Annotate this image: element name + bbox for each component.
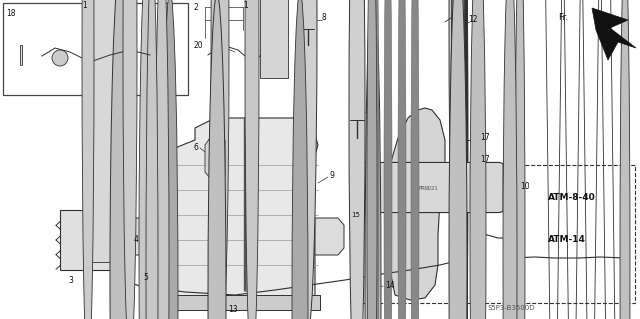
Polygon shape <box>385 108 445 300</box>
Ellipse shape <box>371 0 379 319</box>
FancyBboxPatch shape <box>20 45 22 65</box>
Ellipse shape <box>515 0 525 319</box>
Ellipse shape <box>139 0 157 319</box>
Text: 16: 16 <box>368 108 378 116</box>
Text: Fr.: Fr. <box>557 13 568 23</box>
Ellipse shape <box>292 0 308 319</box>
Ellipse shape <box>384 0 392 319</box>
Ellipse shape <box>82 0 94 319</box>
Text: 14: 14 <box>385 281 395 291</box>
Text: 9: 9 <box>330 170 335 180</box>
Ellipse shape <box>162 0 178 319</box>
Ellipse shape <box>349 0 365 319</box>
Text: S5P3-B3500D: S5P3-B3500D <box>487 305 534 311</box>
Text: 1: 1 <box>82 2 87 11</box>
Ellipse shape <box>470 0 486 319</box>
Text: 18: 18 <box>6 10 15 19</box>
Text: 6: 6 <box>193 144 198 152</box>
Ellipse shape <box>449 0 467 319</box>
Text: 3: 3 <box>68 276 73 285</box>
Text: PRND21: PRND21 <box>419 186 438 190</box>
Text: 7: 7 <box>370 205 375 214</box>
Ellipse shape <box>110 0 130 319</box>
Text: ATM-14: ATM-14 <box>548 235 586 244</box>
Polygon shape <box>125 218 155 255</box>
Polygon shape <box>205 138 225 178</box>
Text: 5: 5 <box>143 273 148 283</box>
Bar <box>60 210 125 270</box>
Ellipse shape <box>245 0 259 319</box>
Polygon shape <box>155 118 318 303</box>
Text: 11: 11 <box>503 179 513 188</box>
Text: 4: 4 <box>133 235 138 244</box>
Ellipse shape <box>208 0 226 319</box>
Text: 10: 10 <box>520 182 530 191</box>
FancyBboxPatch shape <box>353 162 503 212</box>
Text: 12: 12 <box>468 16 477 25</box>
Bar <box>355 165 635 303</box>
Text: 17: 17 <box>480 133 490 143</box>
Ellipse shape <box>398 0 406 319</box>
Text: 1: 1 <box>243 1 248 10</box>
Text: 2: 2 <box>193 3 198 11</box>
Ellipse shape <box>146 0 158 319</box>
Ellipse shape <box>462 0 468 319</box>
Ellipse shape <box>52 50 68 66</box>
Ellipse shape <box>451 0 465 319</box>
Ellipse shape <box>299 0 317 319</box>
Ellipse shape <box>411 0 419 319</box>
Text: 17: 17 <box>480 155 490 165</box>
Bar <box>148 295 320 310</box>
Ellipse shape <box>503 0 517 319</box>
Ellipse shape <box>211 0 229 319</box>
Ellipse shape <box>451 0 465 319</box>
Text: 15: 15 <box>351 212 360 218</box>
Ellipse shape <box>462 0 468 319</box>
Ellipse shape <box>620 0 630 319</box>
Ellipse shape <box>123 0 137 319</box>
Text: 20: 20 <box>193 41 203 49</box>
Text: 8: 8 <box>322 13 327 23</box>
Ellipse shape <box>365 0 381 319</box>
Bar <box>85 0 120 262</box>
Polygon shape <box>315 218 344 255</box>
Polygon shape <box>592 8 636 60</box>
Bar <box>3 3 188 95</box>
Ellipse shape <box>155 0 169 319</box>
Text: ATM-8-40: ATM-8-40 <box>548 192 596 202</box>
Ellipse shape <box>367 0 377 319</box>
FancyBboxPatch shape <box>260 0 288 78</box>
Text: 13: 13 <box>228 305 237 314</box>
Ellipse shape <box>449 0 465 319</box>
